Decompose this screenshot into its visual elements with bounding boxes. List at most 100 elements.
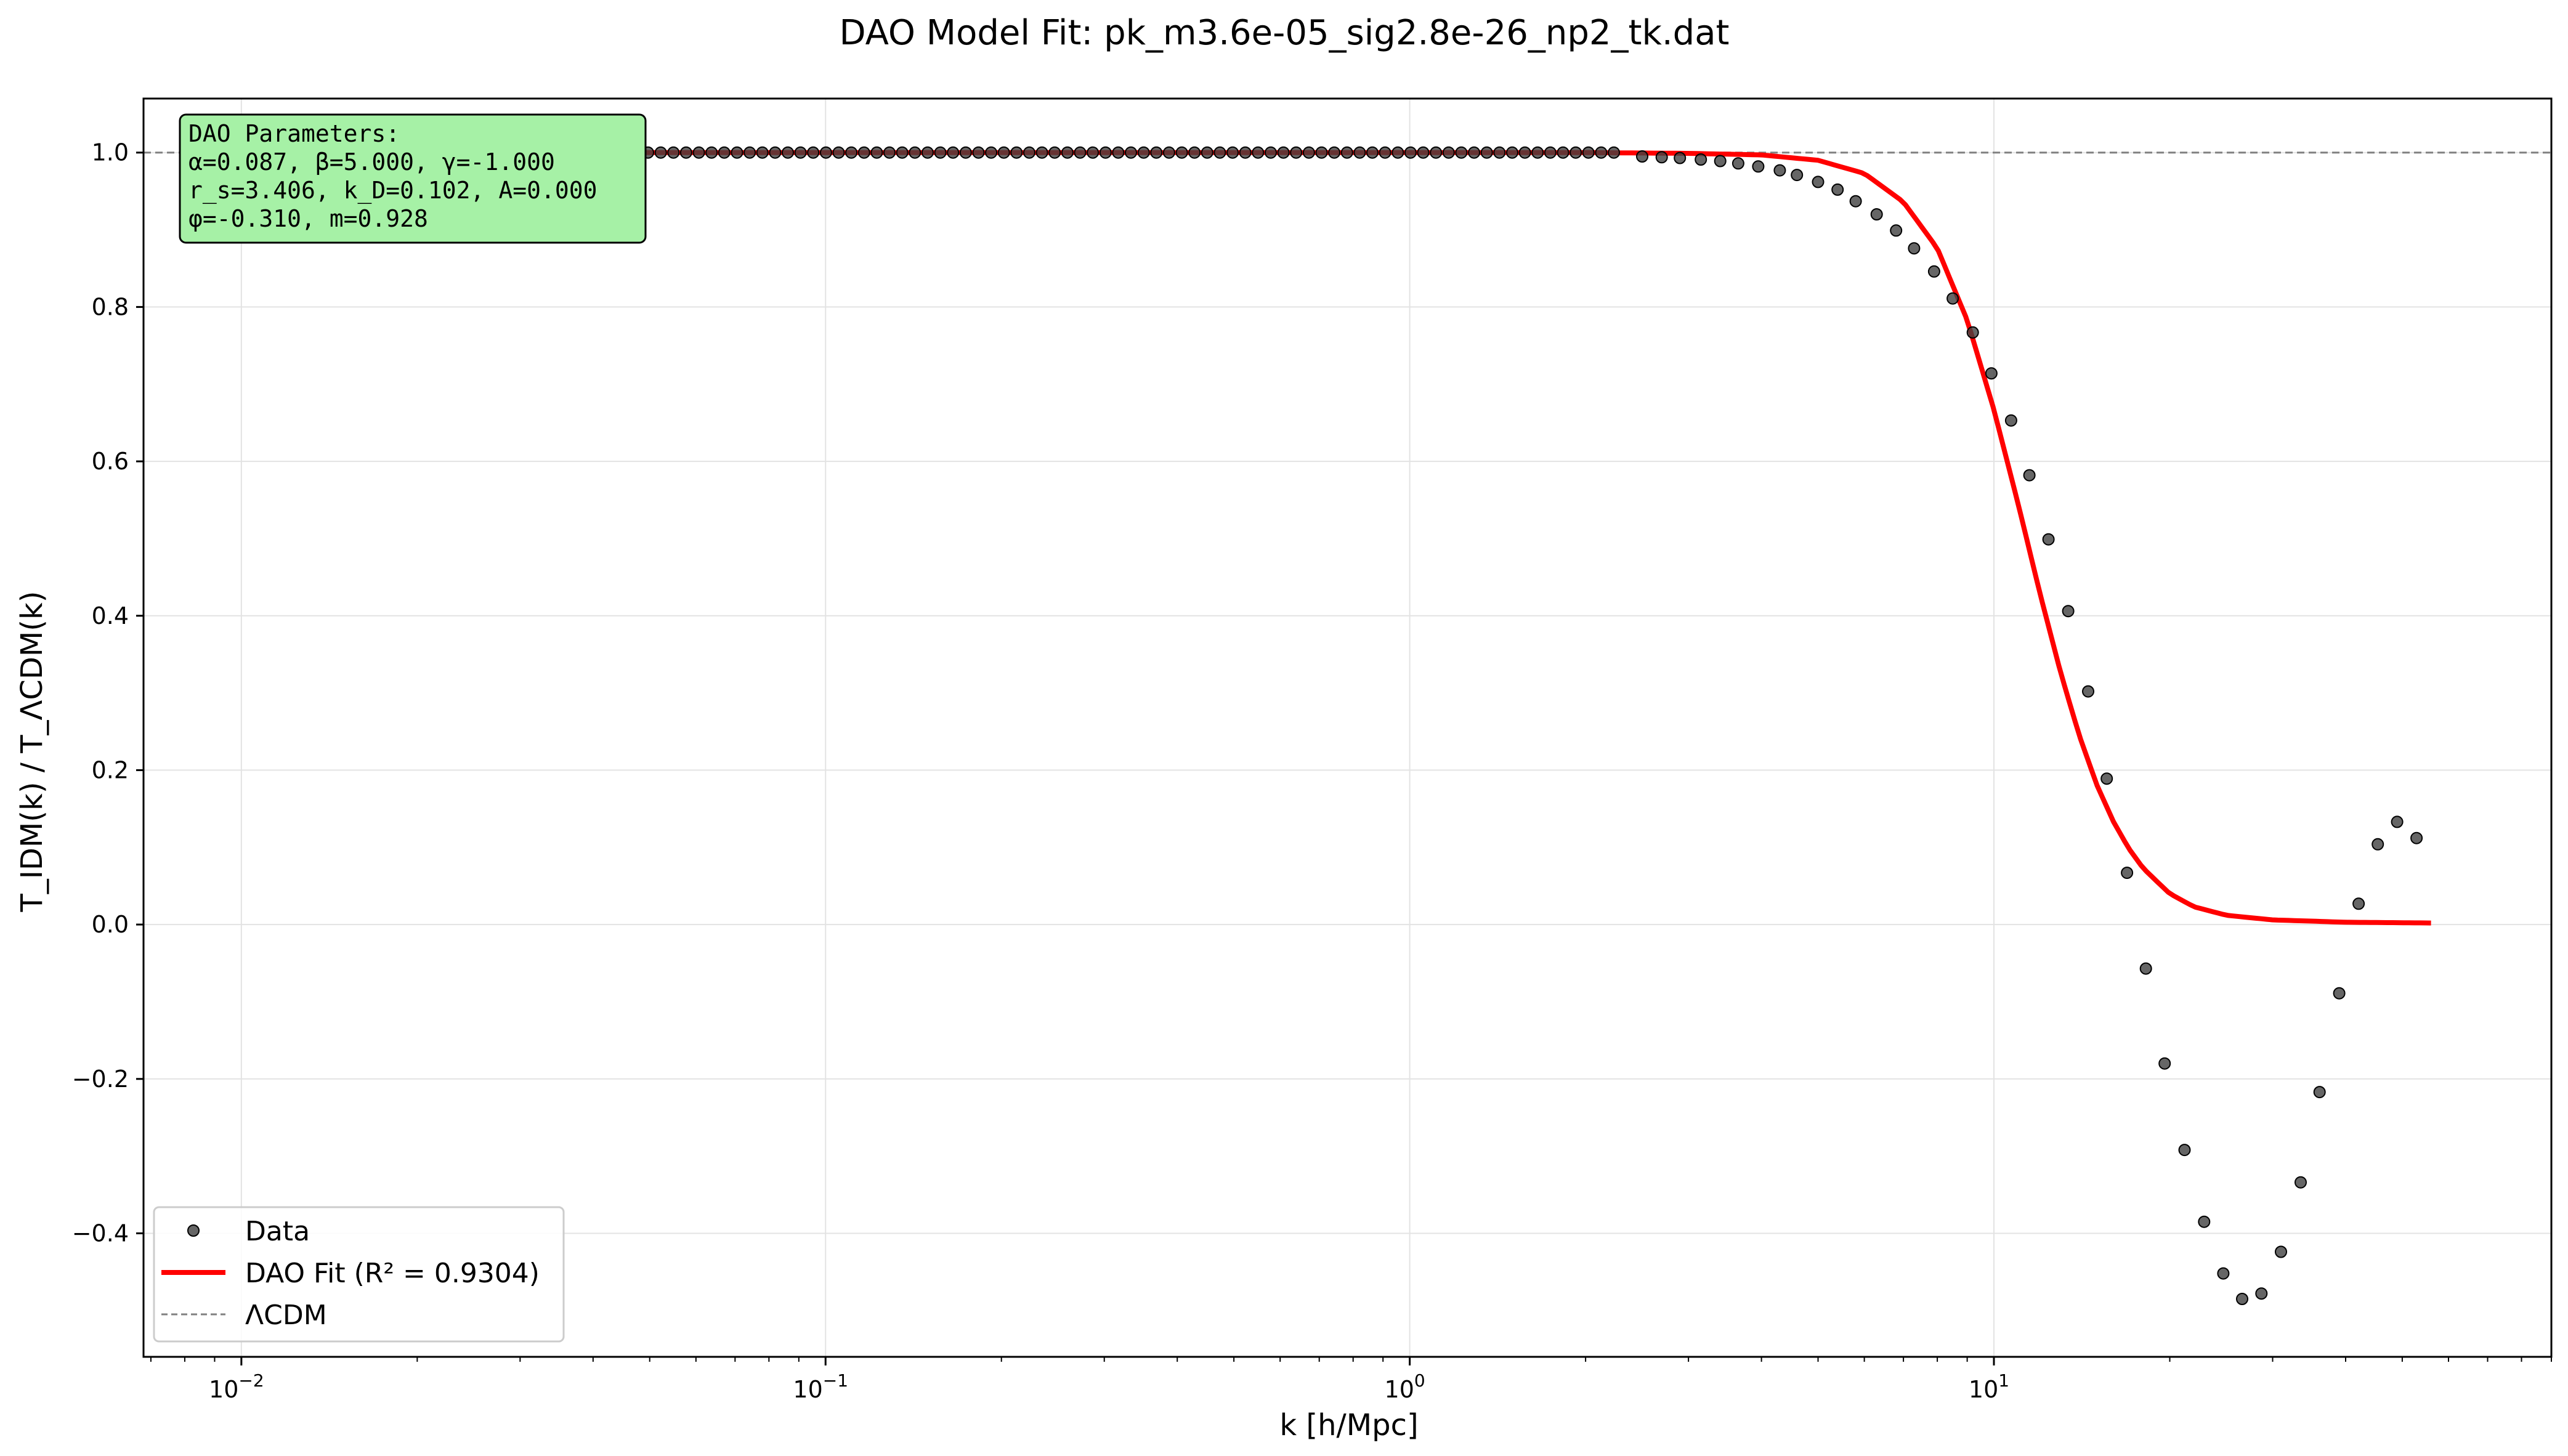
data-point [857,146,870,159]
fit-line [241,150,2431,926]
data-point [1812,176,1825,188]
data-point [832,146,845,159]
x-axis-label: k [h/Mpc] [1279,1408,1418,1442]
data-point [654,146,667,159]
data-point [934,146,947,159]
data-point [2275,1245,2287,1258]
data-point [769,146,782,159]
data-point [947,146,960,159]
data-point [1430,146,1443,159]
data-point [2352,897,2365,910]
data-point [1506,146,1518,159]
data-point [2178,1144,2191,1157]
chart-title: DAO Model Fit: pk_m3.6e-05_sig2.8e-26_np… [839,13,1729,53]
data-point [1985,367,1998,380]
legend-lcdm-label: ΛCDM [245,1300,327,1331]
data-point [2158,1057,2171,1070]
y-axis-label: T_IDM(k) / T_ΛCDM(k) [15,591,49,912]
data-point [1908,242,1921,255]
parameters-heading: DAO Parameters: [188,120,400,147]
data-point [2082,685,2094,698]
data-point [1531,146,1544,159]
legend-fit-label: DAO Fit (R² = 0.9304) [245,1258,540,1289]
data-point [972,146,985,159]
legend-data-marker [187,1224,200,1237]
data-point [1636,150,1648,163]
data-point [1582,146,1595,159]
data-point [2372,838,2384,851]
data-point [1366,146,1379,159]
data-point [1379,146,1391,159]
data-point [2391,815,2404,828]
data-point [1714,155,1727,168]
data-point [2410,831,2423,844]
data-point [819,146,832,159]
data-point [1442,146,1455,159]
data-point [667,146,680,159]
data-point [2295,1176,2307,1189]
data-point [1035,146,1048,159]
data-point [1061,146,1074,159]
data-point [782,146,794,159]
x-tick-label: 10−1 [793,1370,848,1403]
data-point [1732,157,1744,170]
axis-ticks: −0.4 −0.2 0.0 0.2 0.4 0.6 0.8 1.0 10−2 10−1 100 101 [72,139,2552,1403]
parameters-box-background [179,113,647,244]
data-point [679,146,692,159]
data-point [1674,152,1687,164]
y-tick-label: 1.0 [92,139,129,166]
data-point [896,146,909,159]
plot-frame [142,97,2553,1358]
data-point [883,146,896,159]
data-point [718,146,731,159]
y-tick-label: 0.4 [92,602,129,629]
data-point [692,146,705,159]
data-point [1239,146,1252,159]
data-point [1946,292,1959,305]
data-point [985,146,998,159]
x-tick-label: 100 [1385,1370,1425,1403]
data-point [1125,146,1137,159]
y-tick-label: 0.0 [92,911,129,938]
data-point [1162,146,1175,159]
data-point [1150,146,1163,159]
data-point [2217,1267,2230,1280]
y-tick-label: 0.8 [92,293,129,320]
data-point [1112,146,1125,159]
data-point [1340,146,1353,159]
data-point [1966,326,1979,339]
data-point [1493,146,1506,159]
data-point [1226,146,1239,159]
data-point [1480,146,1493,159]
fit-curve [241,150,2431,926]
data-point [959,146,972,159]
data-point [1023,146,1035,159]
data-point [2121,867,2134,880]
data-point [2198,1215,2211,1228]
legend-data-label: Data [245,1216,310,1247]
data-point [1695,153,1707,166]
data-point [845,146,858,159]
data-point [2255,1287,2268,1300]
x-tick-label: 10−2 [209,1370,264,1403]
data-point [1468,146,1481,159]
data-point [2100,772,2113,785]
data-point [2333,987,2346,1000]
data-point [1302,146,1315,159]
data-point [1353,146,1366,159]
data-point [2139,962,2152,975]
data-point [731,146,743,159]
data-point [1595,146,1608,159]
y-tick-label: 0.6 [92,448,129,475]
parameters-line-1: α=0.087, β=5.000, γ=-1.000 [188,148,555,176]
data-point [997,146,1010,159]
data-point [921,146,934,159]
data-point [1557,146,1570,159]
data-point [1252,146,1265,159]
data-point [1890,224,1903,237]
data-point [2313,1086,2326,1099]
data-point [1213,146,1226,159]
data-point [756,146,769,159]
y-tick-label: −0.4 [72,1219,129,1247]
data-point [1404,146,1417,159]
